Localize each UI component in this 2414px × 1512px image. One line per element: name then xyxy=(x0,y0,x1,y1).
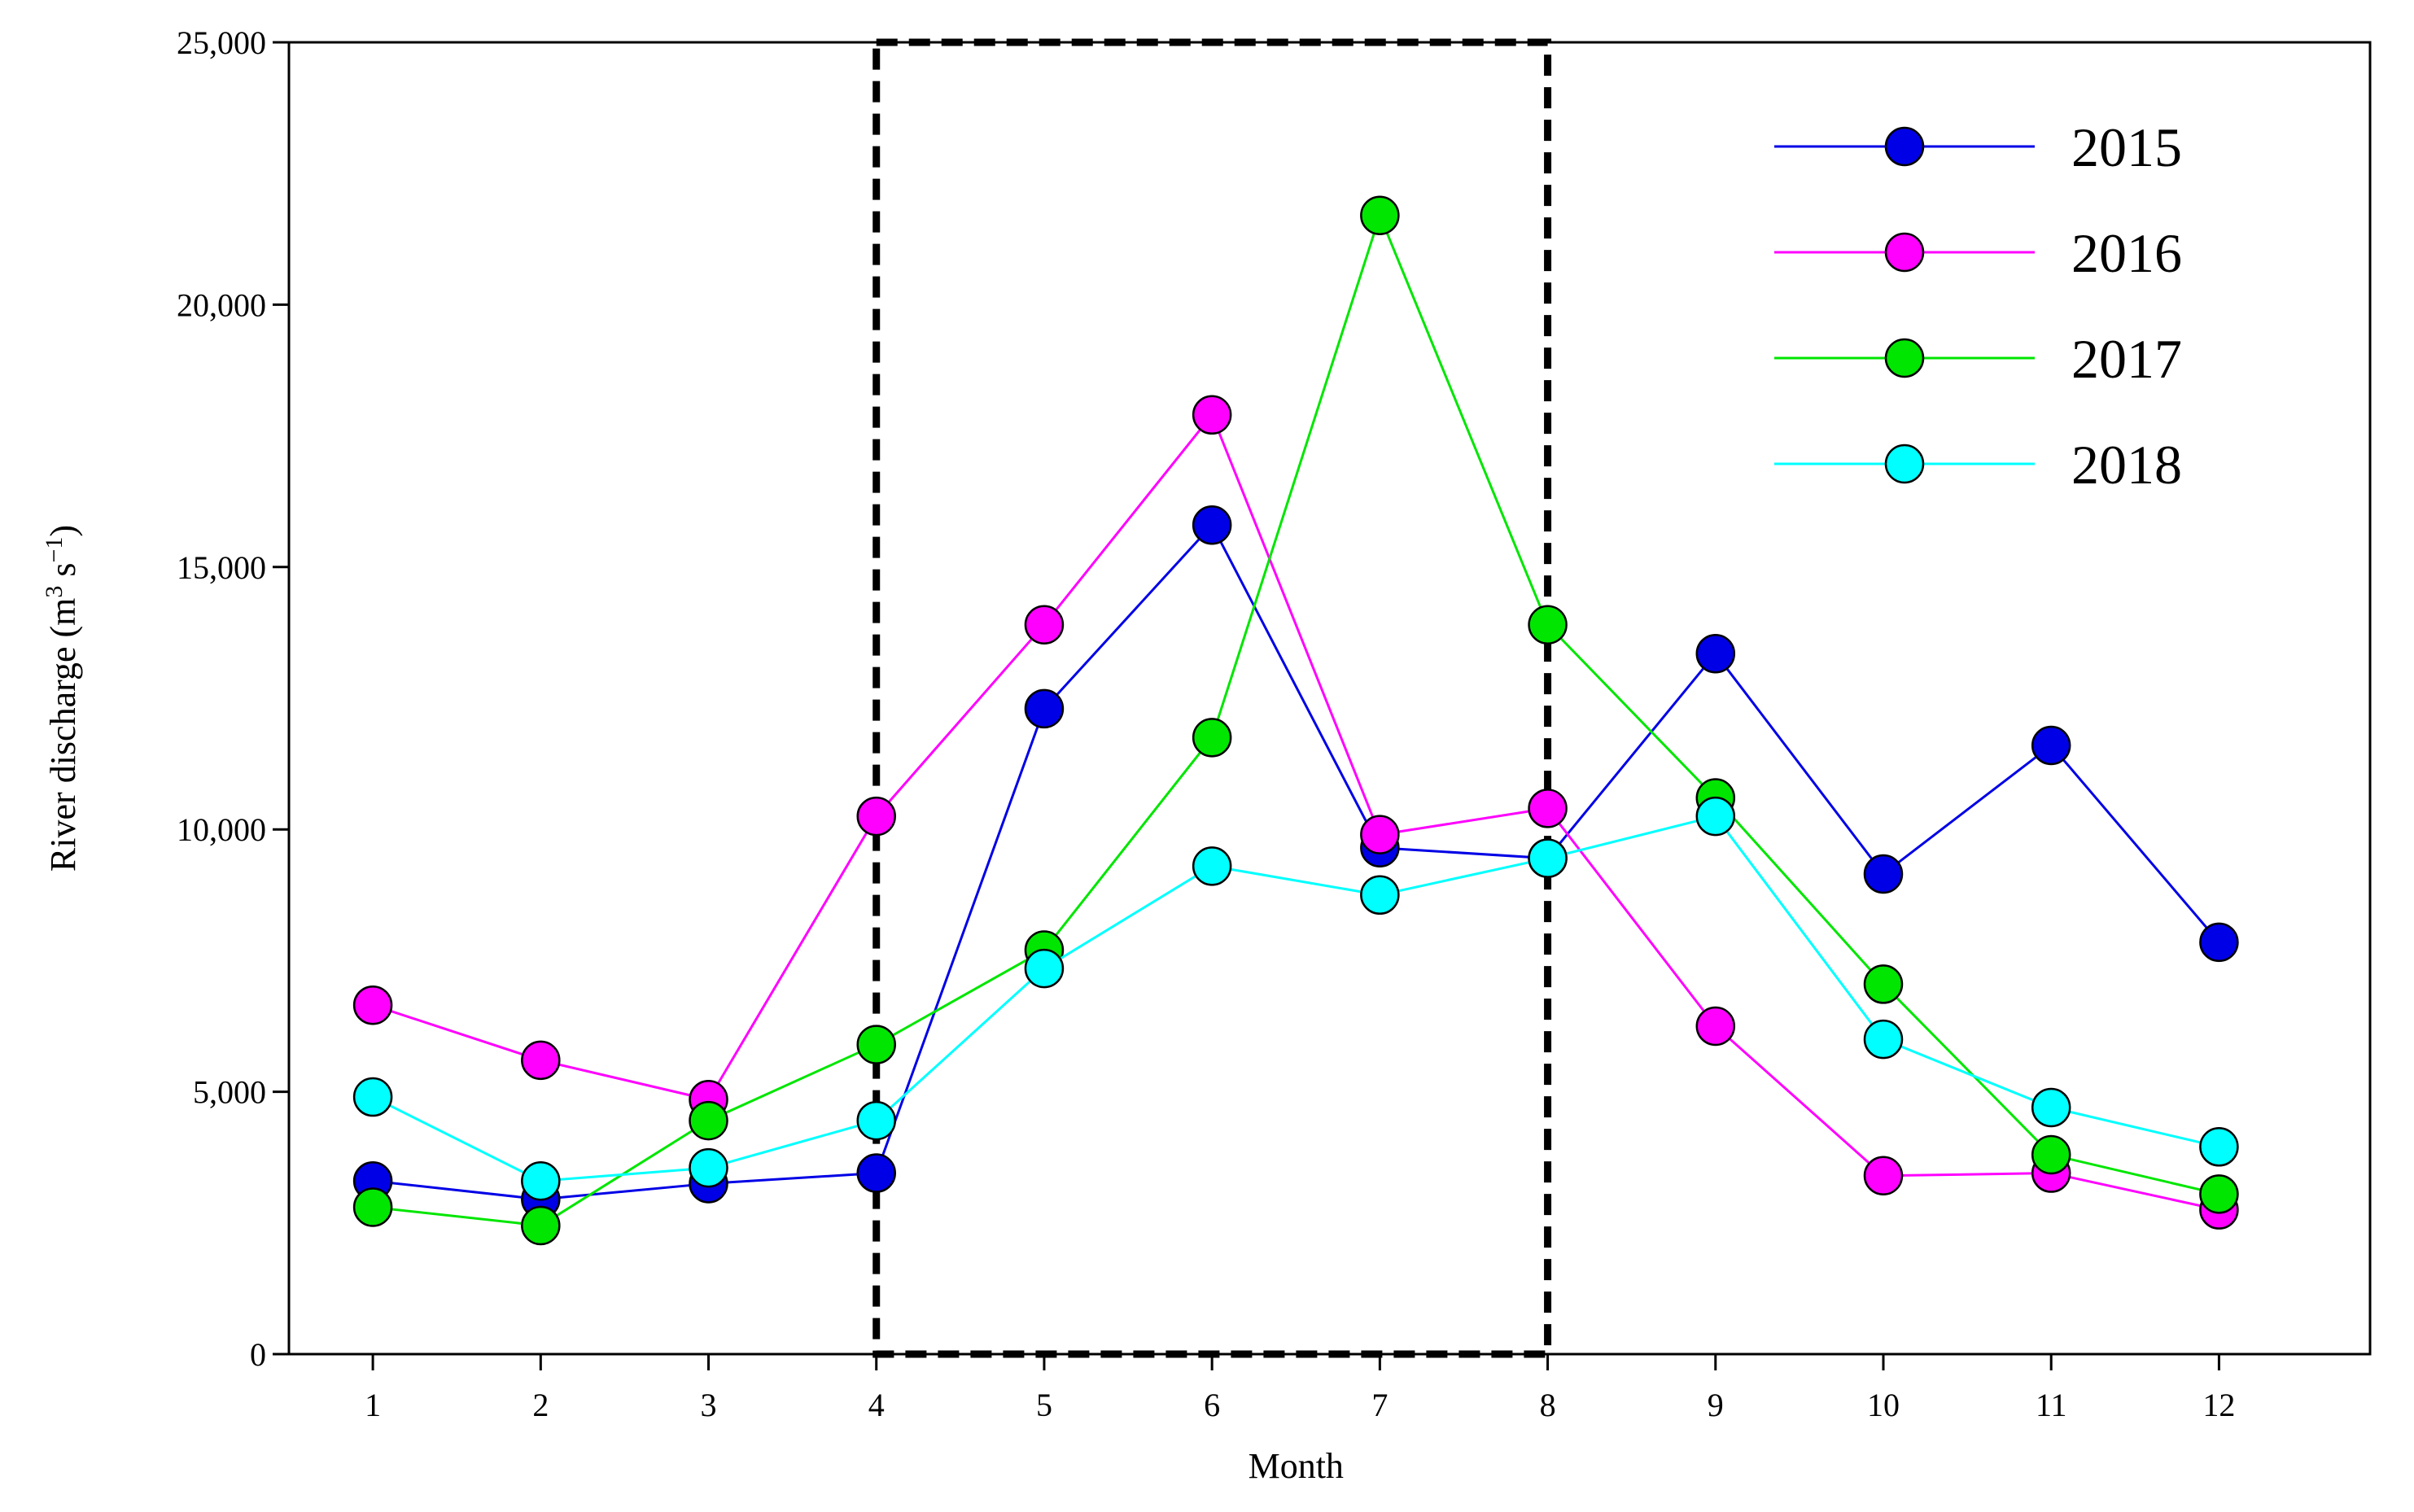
y-tick-label: 15,000 xyxy=(177,549,266,586)
x-tick-label: 1 xyxy=(365,1387,381,1423)
y-axis-title-end: ) xyxy=(43,525,83,537)
point-2018-m4 xyxy=(856,1100,896,1141)
series-group xyxy=(352,195,2239,1246)
legend-label: 2018 xyxy=(2071,434,2182,496)
point-2015-m9 xyxy=(1695,633,1736,674)
legend-item-2018: 2018 xyxy=(1774,434,2182,496)
point-2017-m6 xyxy=(1192,718,1232,758)
legend-label: 2017 xyxy=(2071,328,2182,390)
point-2018-m1 xyxy=(352,1077,393,1117)
highlight-box-group xyxy=(872,38,1552,1358)
point-2016-m8 xyxy=(1528,789,1568,828)
y-tick-label: 5,000 xyxy=(193,1074,266,1111)
series-line-2017 xyxy=(372,212,2219,1227)
point-2017-m10 xyxy=(1863,964,1904,1004)
point-2018-m5 xyxy=(1024,948,1065,989)
point-2018-m3 xyxy=(689,1147,728,1188)
point-2016-m2 xyxy=(521,1040,561,1081)
series-2015 xyxy=(352,505,2239,1220)
x-tick-label: 2 xyxy=(532,1387,549,1423)
series-line-2018 xyxy=(372,815,2219,1182)
y-axis-title-base: River discharge (m xyxy=(43,598,83,872)
series-2017 xyxy=(352,195,2239,1246)
legend-item-2015: 2015 xyxy=(1774,116,2182,178)
point-2015-m6 xyxy=(1192,505,1232,545)
point-2016-m7 xyxy=(1360,815,1400,854)
x-tick-label: 5 xyxy=(1036,1387,1052,1423)
x-tick-label: 7 xyxy=(1371,1387,1388,1423)
point-2018-m10 xyxy=(1863,1019,1904,1060)
y-axis-title-sup2: −1 xyxy=(41,537,68,563)
x-tick-label: 3 xyxy=(701,1387,717,1423)
legend: 2015 2016 2017 2018 xyxy=(1774,116,2182,496)
point-2017-m2 xyxy=(521,1205,561,1246)
x-tick-label: 6 xyxy=(1204,1387,1220,1423)
y-tick-label: 0 xyxy=(250,1336,266,1373)
legend-marker xyxy=(1884,232,1925,273)
highlight-box xyxy=(872,38,1552,1358)
point-2016-m1 xyxy=(352,985,393,1025)
point-2016-m10 xyxy=(1863,1156,1904,1196)
point-2016-m4 xyxy=(856,796,896,837)
y-axis-title-mid: s xyxy=(43,563,83,586)
legend-marker xyxy=(1884,444,1925,484)
y-tick-label: 25,000 xyxy=(177,24,266,61)
point-2017-m12 xyxy=(2199,1174,2239,1214)
y-tick-label: 10,000 xyxy=(177,811,266,848)
series-line-2016 xyxy=(372,412,2219,1212)
x-tick-label: 9 xyxy=(1708,1387,1724,1423)
series-2018 xyxy=(352,796,2239,1201)
legend-item-2017: 2017 xyxy=(1774,328,2182,390)
point-2015-m11 xyxy=(2031,725,2071,766)
x-tick-label: 12 xyxy=(2202,1387,2235,1423)
point-2015-m5 xyxy=(1024,688,1065,729)
point-2017-m8 xyxy=(1528,605,1568,645)
point-2018-m6 xyxy=(1192,846,1232,886)
y-tick-label: 20,000 xyxy=(177,286,266,323)
point-2015-m4 xyxy=(856,1153,896,1193)
legend-marker xyxy=(1884,126,1925,167)
point-2016-m6 xyxy=(1192,395,1232,435)
x-tick-label: 8 xyxy=(1540,1387,1556,1423)
series-2016 xyxy=(352,395,2239,1230)
point-2017-m7 xyxy=(1360,195,1400,236)
legend-item-2016: 2016 xyxy=(1774,222,2182,284)
point-2015-m12 xyxy=(2199,922,2239,963)
legend-marker xyxy=(1884,338,1925,378)
point-2017-m11 xyxy=(2031,1134,2071,1175)
point-2017-m3 xyxy=(689,1100,728,1141)
point-2018-m2 xyxy=(521,1160,561,1201)
point-2017-m1 xyxy=(352,1187,393,1227)
x-tick-label: 11 xyxy=(2036,1387,2067,1423)
point-2016-m5 xyxy=(1024,605,1065,645)
point-2018-m8 xyxy=(1528,838,1568,878)
series-line-2015 xyxy=(372,522,2220,1201)
y-axis-title-sup1: 3 xyxy=(41,586,68,598)
point-2018-m7 xyxy=(1360,875,1400,916)
legend-label: 2016 xyxy=(2071,222,2182,284)
point-2015-m10 xyxy=(1863,854,1904,894)
y-axis-title: River discharge (m3 s−1) xyxy=(41,525,84,872)
legend-label: 2015 xyxy=(2071,116,2182,178)
point-2017-m4 xyxy=(856,1025,896,1064)
x-axis-title: Month xyxy=(1249,1446,1344,1486)
point-2016-m9 xyxy=(1695,1006,1736,1047)
x-tick-label: 4 xyxy=(868,1387,885,1423)
point-2018-m9 xyxy=(1695,796,1736,837)
point-2018-m12 xyxy=(2199,1127,2239,1167)
point-2018-m11 xyxy=(2031,1087,2071,1128)
x-tick-label: 10 xyxy=(1867,1387,1900,1423)
